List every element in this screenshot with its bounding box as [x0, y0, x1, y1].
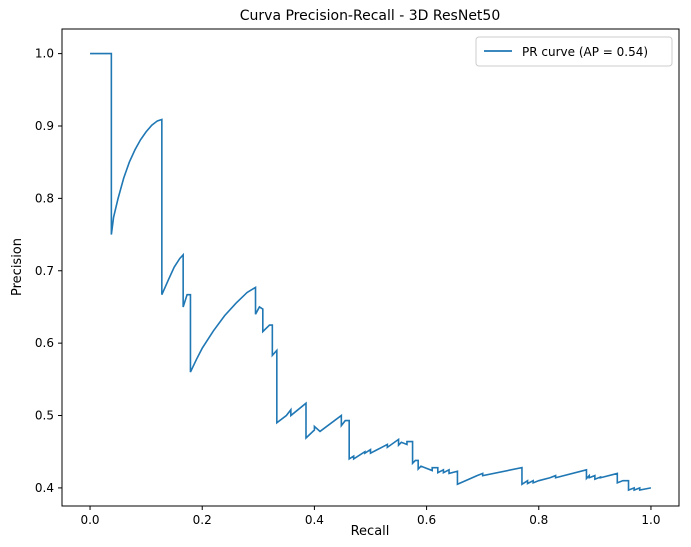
y-axis: 0.4 0.5 0.6 0.7 0.8 0.9 1.0 — [35, 47, 62, 495]
pr-curve-line — [90, 52, 652, 492]
y-tick-label: 1.0 — [35, 47, 54, 61]
x-tick-label: 0.8 — [529, 513, 548, 527]
plot-area — [62, 29, 679, 506]
x-tick-label: 0.4 — [305, 513, 324, 527]
x-tick-label: 0.0 — [80, 513, 99, 527]
y-tick-label: 0.4 — [35, 481, 54, 495]
chart-title: Curva Precision-Recall - 3D ResNet50 — [240, 8, 501, 24]
legend-box — [475, 36, 673, 67]
plot-frame — [61, 28, 680, 507]
y-tick-label: 0.6 — [35, 336, 54, 350]
y-axis-label: Precision — [10, 238, 25, 296]
y-tick-label: 0.5 — [35, 409, 54, 423]
x-tick-label: 1.0 — [641, 513, 660, 527]
x-tick-label: 0.6 — [417, 513, 436, 527]
x-axis-label: Recall — [351, 524, 390, 539]
x-tick-label: 0.2 — [193, 513, 212, 527]
legend: PR curve (AP = 0.54) — [475, 36, 673, 67]
y-tick-label: 0.8 — [35, 191, 54, 205]
y-tick-label: 0.7 — [35, 264, 54, 278]
x-axis: 0.0 0.2 0.4 0.6 0.8 1.0 — [80, 506, 661, 527]
series-layer — [90, 52, 652, 492]
y-tick-label: 0.9 — [35, 119, 54, 133]
legend-label: PR curve (AP = 0.54) — [522, 45, 648, 59]
